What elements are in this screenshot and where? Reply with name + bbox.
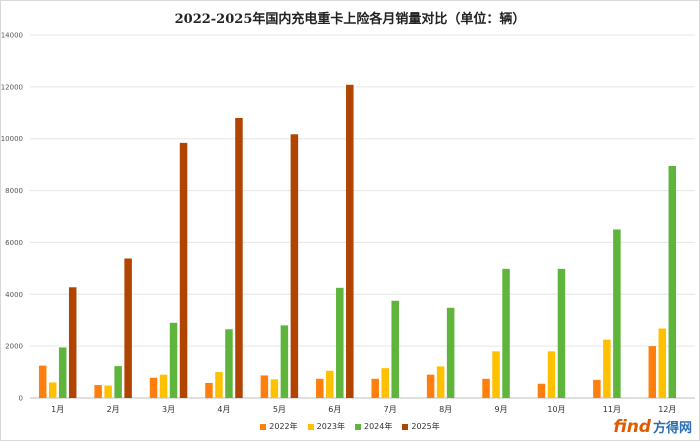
bar-2022年-11月 — [593, 379, 601, 398]
x-tick-label: 4月 — [217, 405, 230, 414]
bar-2022年-10月 — [537, 383, 546, 398]
x-axis-ticks: 1月 2月 3月 4月 5月 6月 7月 8月 9月 10月 11月 12月 — [51, 405, 676, 414]
bar-2022年-7月 — [371, 378, 379, 398]
y-tick-label: 8000 — [5, 187, 23, 195]
bars — [38, 84, 677, 398]
x-tick-label: 3月 — [162, 405, 175, 414]
legend-label: 2022年 — [269, 422, 298, 431]
legend-item: 2024年 — [355, 421, 392, 432]
y-tick-label: 12000 — [1, 83, 23, 91]
bar-2023年-8月 — [436, 366, 445, 398]
bar-2023年-7月 — [381, 368, 389, 398]
bar-2024年-11月 — [613, 229, 621, 398]
x-tick-label: 1月 — [51, 405, 64, 414]
bar-2023年-12月 — [658, 328, 667, 398]
x-tick-label: 9月 — [494, 405, 507, 414]
watermark-logo: find 方得网 — [613, 417, 692, 437]
bar-2024年-4月 — [225, 329, 233, 398]
bar-2023年-9月 — [492, 351, 500, 398]
bar-2024年-12月 — [668, 165, 677, 398]
bar-2025年-2月 — [124, 258, 132, 398]
y-tick-label: 0 — [19, 395, 23, 403]
legend-swatch — [355, 423, 361, 430]
bar-2024年-10月 — [557, 268, 566, 398]
x-tick-label: 6月 — [328, 405, 341, 414]
bar-2024年-6月 — [336, 287, 344, 398]
y-tick-label: 6000 — [5, 239, 23, 247]
bar-2022年-2月 — [94, 385, 102, 398]
bar-2025年-6月 — [346, 84, 354, 398]
bar-2023年-11月 — [603, 339, 611, 398]
bar-2022年-8月 — [426, 374, 435, 398]
legend-label: 2023年 — [316, 422, 345, 431]
x-tick-label: 12月 — [658, 405, 676, 414]
bar-2022年-5月 — [260, 375, 269, 398]
legend-item: 2022年 — [260, 421, 298, 432]
bar-2023年-10月 — [547, 351, 556, 398]
y-tick-label: 4000 — [5, 291, 23, 299]
watermark-logo-mark: find — [613, 417, 651, 437]
chart-title: 2022-2025年国内充电重卡上险各月销量对比（单位：辆） — [174, 12, 526, 27]
bar-2025年-1月 — [68, 287, 77, 398]
bar-2023年-5月 — [270, 379, 279, 398]
watermark-logo-text: 方得网 — [652, 421, 692, 436]
bar-2024年-8月 — [446, 307, 455, 398]
bar-2024年-9月 — [502, 268, 510, 398]
bar-2022年-9月 — [482, 378, 490, 398]
x-tick-label: 5月 — [273, 405, 286, 414]
x-tick-label: 10月 — [547, 405, 565, 414]
gridlines — [30, 34, 695, 399]
bar-2023年-1月 — [48, 382, 57, 398]
bar-2022年-3月 — [149, 377, 158, 398]
y-tick-label: 10000 — [1, 135, 23, 143]
bar-2022年-1月 — [38, 365, 47, 398]
legend-label: 2025年 — [411, 422, 440, 431]
legend-swatch — [307, 423, 314, 430]
y-tick-label: 2000 — [5, 343, 23, 351]
x-tick-label: 11月 — [603, 405, 621, 414]
legend-swatch — [260, 423, 267, 430]
bar-2025年-4月 — [235, 117, 243, 398]
bar-2022年-6月 — [316, 378, 324, 398]
bar-2022年-12月 — [648, 346, 657, 398]
bar-2024年-1月 — [58, 347, 67, 398]
chart-legend: 2022年 2023年 2024年 2025年 — [0, 421, 700, 432]
bar-2023年-2月 — [104, 385, 112, 398]
y-tick-label: 14000 — [1, 32, 23, 40]
bar-2025年-3月 — [179, 142, 188, 398]
legend-swatch — [402, 423, 409, 430]
bar-2024年-2月 — [114, 366, 122, 398]
x-tick-label: 2月 — [107, 405, 120, 414]
legend-item: 2025年 — [402, 421, 440, 432]
legend-item: 2023年 — [307, 421, 345, 432]
bar-2024年-3月 — [169, 322, 178, 398]
bar-2023年-3月 — [159, 374, 168, 398]
bar-2023年-6月 — [326, 370, 334, 398]
bar-2024年-5月 — [280, 325, 289, 398]
legend-label: 2024年 — [364, 422, 393, 431]
x-tick-label: 7月 — [384, 405, 397, 414]
y-axis-ticks: 0 2000 4000 6000 8000 10000 12000 14000 — [1, 32, 23, 403]
bar-2025年-5月 — [290, 134, 299, 398]
bar-2023年-4月 — [215, 372, 223, 398]
x-tick-label: 8月 — [439, 405, 452, 414]
bar-2022年-4月 — [205, 382, 213, 398]
bar-2024年-7月 — [391, 300, 399, 398]
